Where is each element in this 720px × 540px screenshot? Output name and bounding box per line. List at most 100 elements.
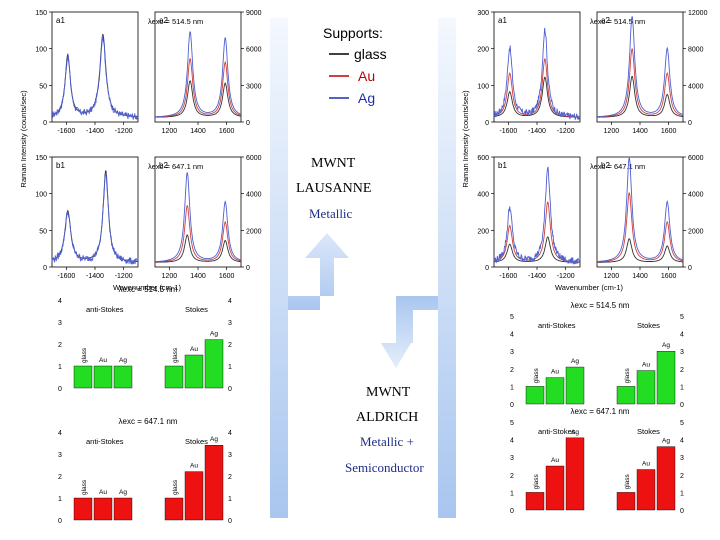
y-tick-label: 200 [477, 47, 489, 54]
series-line-glass [597, 75, 684, 118]
y-tick-label: 6000 [246, 155, 262, 162]
bar-label-glass: glass [624, 473, 631, 489]
y-tick-label: 2 [510, 367, 514, 374]
y-tick-label: 3 [58, 452, 62, 459]
legend-item-au: Au [329, 68, 375, 84]
x-tick-label: 1400 [190, 128, 206, 135]
connector-graphics [270, 18, 456, 518]
bar-label-glass: glass [533, 473, 540, 489]
y-tick-label: 200 [477, 228, 489, 235]
bar-ag [656, 446, 676, 511]
bar-label-au: Au [551, 457, 559, 464]
y-tick-label: 0 [510, 402, 514, 409]
x-tick-label: -1400 [86, 273, 104, 280]
bar-ag [656, 351, 676, 405]
bar-label-glass: glass [81, 479, 88, 495]
series-line-au [155, 58, 242, 118]
x-tick-label: 1600 [219, 128, 235, 135]
y-tick-label: 4 [510, 438, 514, 445]
y-tick-label: 1 [510, 490, 514, 497]
y-tick-label: 100 [477, 83, 489, 90]
series-line-au [493, 58, 580, 118]
bar-label-au: Au [190, 463, 198, 470]
y-tick-label: 2 [58, 474, 62, 481]
group-label: Stokes [185, 437, 208, 446]
y-tick-label: 1 [680, 490, 684, 497]
x-tick-label: -1600 [57, 128, 75, 135]
x-tick-label: -1600 [499, 128, 517, 135]
x-tick-label: -1600 [57, 273, 75, 280]
bar-label-ag: Ag [119, 489, 127, 496]
bars-left-514-chart: λexc = 514.5 nm 0 1 2 3 4 0 1 2 3 4 anti-Stokes glas… [58, 285, 232, 393]
series-line-ag [155, 172, 242, 263]
bar-group-stokes: Stokes glass Au Ag [164, 436, 224, 521]
y-tick-label: 3 [228, 452, 232, 459]
sample-left-line3: Metallic [309, 206, 353, 221]
series-line-ag [51, 35, 139, 120]
y-tick-label: 3 [58, 320, 62, 327]
series-line-glass [597, 238, 684, 263]
bar-ag [565, 366, 585, 405]
panel-label: b1 [498, 161, 507, 170]
bar-glass [73, 365, 93, 389]
bar-label-glass: glass [172, 479, 179, 495]
series-line-au [596, 192, 684, 263]
series-line-glass [51, 170, 138, 263]
bar-label-ag: Ag [210, 331, 218, 338]
y-tick-label: 0 [680, 508, 684, 515]
bar-label-glass: glass [624, 367, 631, 383]
bar-label-au: Au [642, 461, 650, 468]
bar-label-au: Au [99, 489, 107, 496]
y-tick-label: 2 [680, 473, 684, 480]
y-tick-label: 4000 [246, 192, 262, 199]
legend-label-au: Au [358, 68, 375, 84]
sample-left-line2: LAUSANNE [296, 181, 371, 196]
x-tick-label: -1200 [557, 273, 575, 280]
bars-left-647-chart: λexc = 647.1 nm 0 1 2 3 4 0 1 2 3 4 anti-Stokes glas… [58, 417, 232, 525]
legend-label-glass: glass [354, 46, 387, 62]
bar-label-glass: glass [172, 347, 179, 363]
bar-label-ag: Ag [571, 358, 579, 365]
y-tick-label: 3 [680, 349, 684, 356]
x-tick-label: -1400 [528, 128, 546, 135]
spectrum-panel-b1: 0 200 400 600 -1600 -1400 -1200 b1 λexc = 647.1 … [477, 155, 645, 280]
y-tick-label: 0 [485, 120, 489, 127]
bar-glass [73, 497, 93, 521]
y-tick-label: 1 [510, 384, 514, 391]
y-tick-label: 3 [510, 349, 514, 356]
legend-label-ag: Ag [358, 90, 375, 106]
sample-right-line4: Semiconductor [345, 460, 424, 475]
y-tick-label: 2000 [246, 228, 262, 235]
bar-au [93, 497, 113, 521]
bar-label-ag: Ag [662, 342, 670, 349]
bar-ag [113, 497, 133, 521]
legend-item-ag: Ag [329, 90, 375, 106]
x-tick-label: 1200 [604, 273, 620, 280]
x-tick-label: 1200 [162, 128, 178, 135]
legend-item-glass: glass [329, 46, 387, 62]
excitation-label: λexc = 647.1 nm [148, 162, 203, 171]
panel-label: a2 [601, 16, 610, 25]
y-tick-label: 150 [35, 10, 47, 17]
spectrum-panel-a2: 0 3000 6000 9000 1200 1400 1600 a2 [154, 10, 262, 135]
left-pillar [270, 18, 288, 518]
x-tick-label: -1200 [557, 128, 575, 135]
y-tick-label: 4 [680, 332, 684, 339]
y-tick-label: 4000 [688, 192, 704, 199]
sample-right-line2: ALDRICH [356, 410, 418, 425]
bar-glass [525, 492, 545, 511]
bar-group-stokes: Stokes glass Au Ag [616, 321, 676, 405]
panel-label: a1 [56, 16, 65, 25]
y-tick-label: 5 [510, 314, 514, 321]
x-tick-label: 1600 [661, 128, 677, 135]
y-tick-label: 4 [228, 430, 232, 437]
series-line-ag [596, 16, 684, 118]
bar-label-ag: Ag [119, 357, 127, 364]
y-tick-label: 5 [680, 420, 684, 427]
x-tick-label: -1400 [528, 273, 546, 280]
right-pillar [438, 18, 456, 518]
bar-au [545, 465, 565, 511]
y-tick-label: 0 [43, 265, 47, 272]
group-label: Stokes [637, 427, 660, 436]
